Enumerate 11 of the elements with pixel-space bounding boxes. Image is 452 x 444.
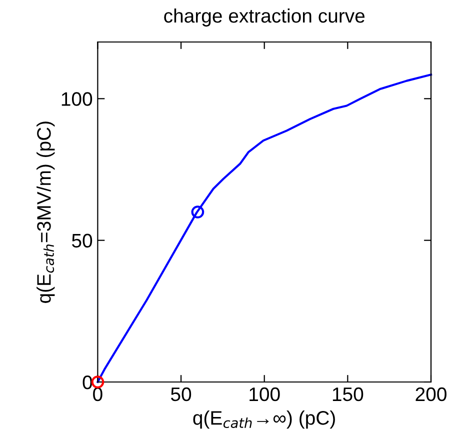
y-tick-label: 0 <box>82 375 92 390</box>
y-axis-title: q(E$_{cath}$=3MV/m) (pC) <box>36 122 55 303</box>
x-tick-label: 100 <box>250 387 280 402</box>
y-tick-label: 50 <box>72 234 92 248</box>
chart-title: charge extraction curve <box>164 8 365 27</box>
x-tick-label: 150 <box>332 387 364 402</box>
x-tick-label: 0 <box>93 387 102 402</box>
x-axis-title: q(E$_{cath}$→∞) (pC) <box>193 410 335 429</box>
x-tick-label: 200 <box>416 387 446 402</box>
x-tick-label: 50 <box>170 387 192 402</box>
y-tick-label: 100 <box>62 92 92 106</box>
